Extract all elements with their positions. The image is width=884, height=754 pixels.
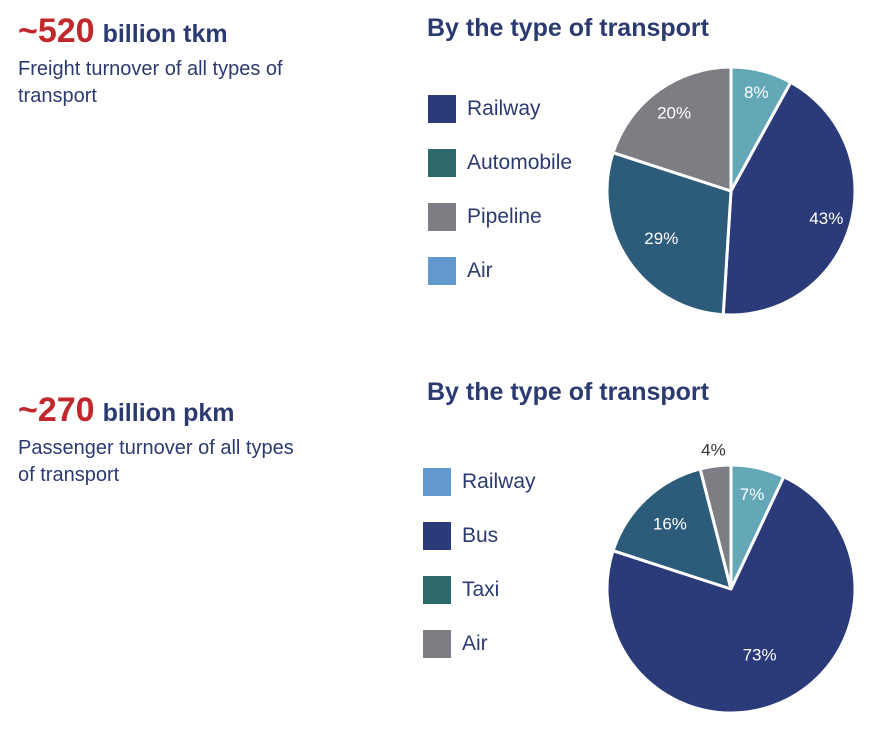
freight-chart-title: By the type of transport [427, 14, 709, 42]
freight-pie-chart: 8% 43% 29% 20% [605, 65, 857, 317]
pie-slice [698, 463, 733, 591]
passenger-headline: ~270 billion pkm [18, 393, 303, 427]
legend-label: Railway [467, 97, 541, 120]
pie-slice-label: 7% [740, 485, 765, 504]
legend-swatch [428, 149, 456, 177]
legend-label: Automobile [467, 151, 573, 174]
legend-item-bus: Bus [423, 522, 536, 550]
passenger-pie-chart: 7% 73% 16% 4% [605, 441, 857, 715]
freight-unit: billion tkm [102, 20, 228, 48]
legend-swatch [423, 576, 451, 604]
legend-item-pipeline: Pipeline [428, 203, 572, 231]
legend-item-railway: Railway [423, 468, 536, 496]
legend-swatch [428, 257, 456, 285]
pie-slice-label: 73% [743, 646, 777, 665]
passenger-legend: Railway Bus Taxi Air [423, 468, 536, 684]
pie-slice-label: 43% [809, 209, 843, 228]
pie-slice-label: 29% [644, 229, 678, 248]
passenger-unit: billion pkm [102, 399, 235, 427]
legend-label: Bus [462, 524, 499, 547]
pie-slice-label: 8% [744, 83, 769, 102]
legend-item-air: Air [423, 630, 536, 658]
pie-slice [605, 475, 857, 715]
freight-value: ~520 [18, 12, 95, 50]
legend-swatch [423, 468, 451, 496]
legend-swatch [428, 203, 456, 231]
pie-slice-label: 20% [657, 103, 691, 122]
pie-slice [605, 151, 733, 317]
legend-item-automobile: Automobile [428, 149, 572, 177]
legend-swatch [423, 630, 451, 658]
passenger-stat: ~270 billion pkm Passenger turnover of al… [18, 393, 303, 489]
legend-item-taxi: Taxi [423, 576, 536, 604]
legend-swatch [423, 522, 451, 550]
legend-label: Railway [462, 470, 536, 493]
legend-item-air: Air [428, 257, 572, 285]
legend-label: Pipeline [467, 205, 542, 228]
pie-slice-label: 16% [653, 514, 687, 533]
legend-label: Air [462, 632, 488, 655]
pie-slice [721, 80, 857, 317]
legend-label: Air [467, 259, 493, 282]
pie-slice-label: 4% [701, 441, 726, 460]
freight-description: Freight turnover of all types of transpo… [18, 58, 283, 107]
passenger-value: ~270 [18, 391, 95, 429]
passenger-description: Passenger turnover of all types of trans… [18, 437, 294, 486]
pie-slice [611, 65, 733, 193]
legend-label: Taxi [462, 578, 500, 601]
legend-swatch [428, 95, 456, 123]
freight-headline: ~520 billion tkm [18, 14, 348, 48]
pie-slice [611, 467, 733, 591]
legend-item-railway: Railway [428, 95, 572, 123]
freight-stat: ~520 billion tkm Freight turnover of all … [18, 14, 348, 110]
freight-legend: Railway Automobile Pipeline Air [428, 95, 572, 311]
passenger-chart-title: By the type of transport [427, 378, 709, 406]
